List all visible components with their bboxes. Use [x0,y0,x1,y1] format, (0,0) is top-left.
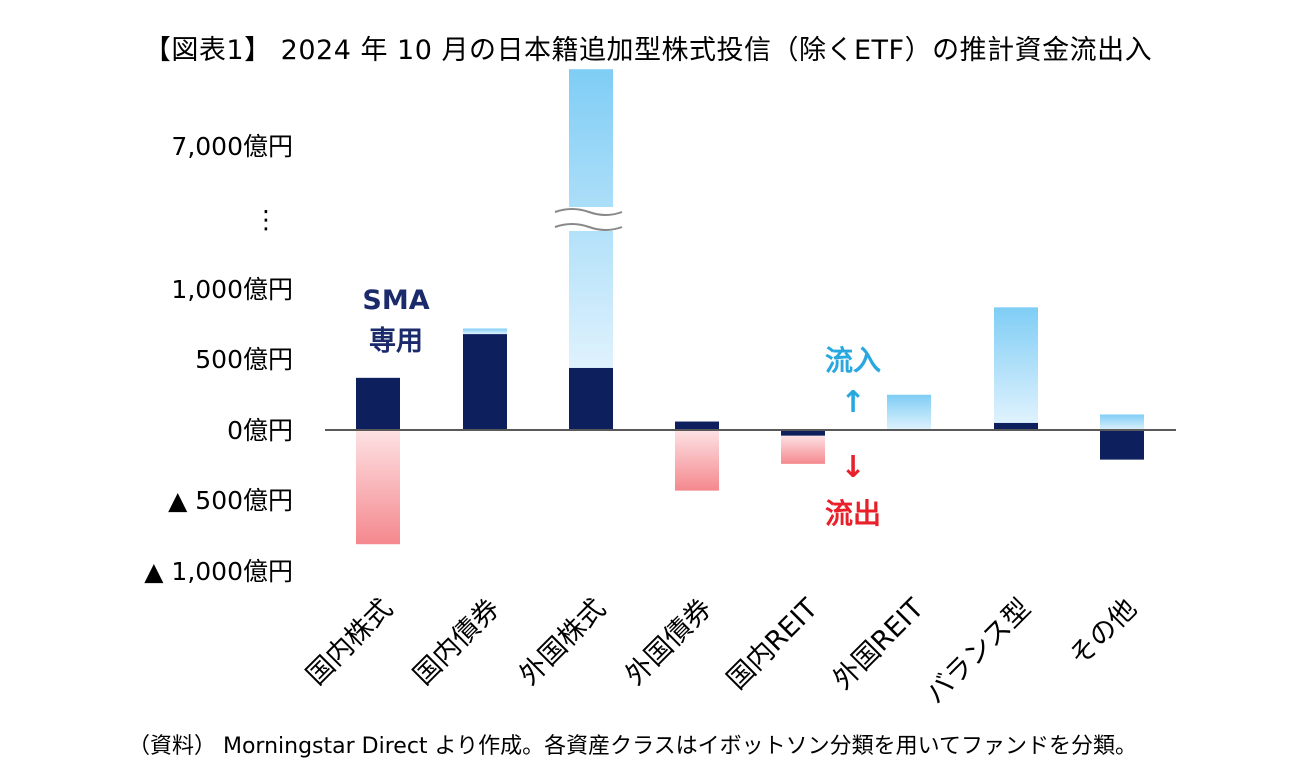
y-tick-label: ▲ 1,000億円 [144,557,293,586]
bar-inflow [994,307,1038,423]
bar-sma [569,367,613,430]
bar-outflow [356,430,400,545]
inflow-arrow-icon: ↑ [840,385,865,420]
outflow-label: 流出 [825,497,881,530]
bar-sma [994,422,1038,430]
x-category-label: 国内REIT [721,593,824,696]
bar-inflow [1100,414,1144,430]
x-category-label: 外国REIT [827,593,930,696]
bar-outflow [675,430,719,491]
bar-inflow [887,394,931,430]
source-note: （資料） Morningstar Direct より作成。各資産クラスはイボット… [128,734,1137,759]
bar-sma [781,430,825,436]
sma-label-line2: 専用 [369,326,423,357]
y-tick-label: 7,000億円 [171,132,293,161]
chart-title: 【図表1】 2024 年 10 月の日本籍追加型株式投信（除くETF）の推計資金… [143,35,1153,66]
inflow-label: 流入 [825,344,881,377]
x-category-label: 国内株式 [301,593,399,691]
bar-sma [675,421,719,430]
bar-sma [356,377,400,430]
x-category-label: 外国株式 [514,593,612,691]
y-tick-label: 0億円 [227,416,293,445]
x-category-label: バランス型 [920,593,1037,710]
y-tick-label: ▲ 500億円 [168,486,293,515]
y-tick-label: 500億円 [195,345,293,374]
bar-inflow [463,328,507,335]
bar-sma [463,334,507,430]
outflow-arrow-icon: ↓ [840,450,865,485]
sma-label-line1: SMA [362,285,429,316]
x-category-label: 外国債券 [620,593,718,691]
x-category-label: 国内債券 [408,593,506,691]
x-category-label: その他 [1064,593,1143,672]
y-tick-label: ⋮ [254,205,279,234]
bar-sma [1100,430,1144,460]
axis-break-mark [552,207,623,231]
bar-outflow [781,435,825,464]
y-tick-label: 1,000億円 [171,275,293,304]
